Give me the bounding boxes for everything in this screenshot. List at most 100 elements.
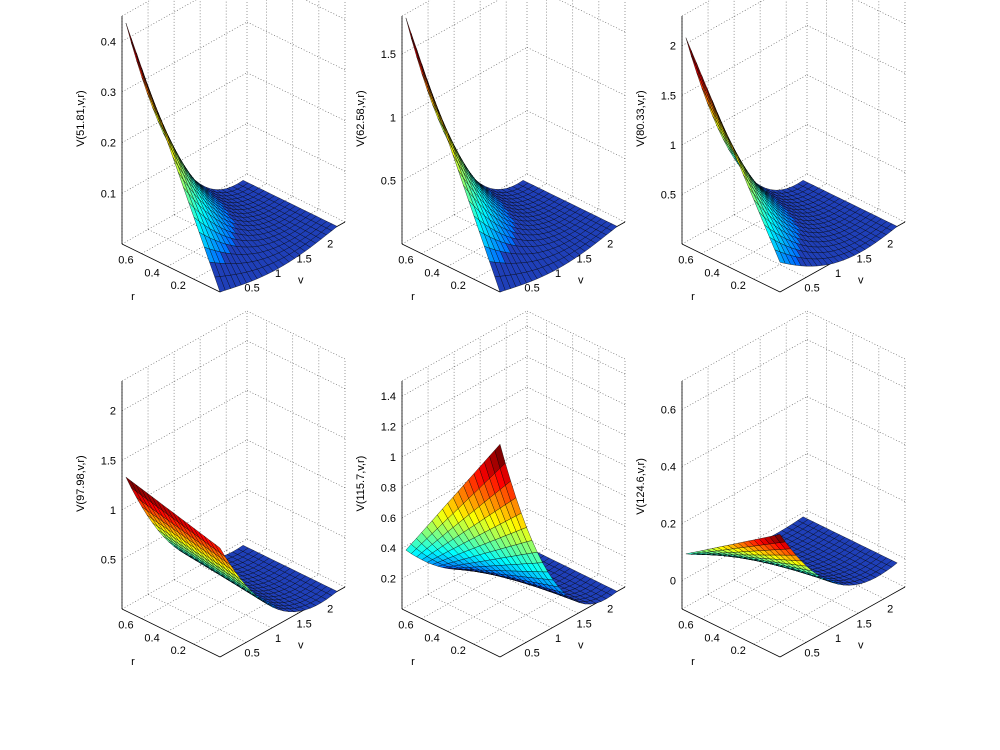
- v-tick-label: 0.5: [524, 282, 539, 294]
- grid-line: [733, 579, 833, 629]
- v-tick-label: 0.5: [804, 647, 819, 659]
- v-tick-label: 0.5: [244, 647, 259, 659]
- surface-patch: [326, 223, 338, 231]
- r-tick-label: 0.4: [144, 267, 159, 279]
- surface-patch: [886, 560, 898, 568]
- v-tick-label: 1.5: [576, 253, 591, 265]
- surface-subplot-3: 0.5 1 1.5 2 0.2 0.4 0.6 0.5 1 1.5 2 v r V(80.33,v,r): [635, 0, 906, 303]
- v-tick-label: 1: [835, 268, 841, 280]
- grid-line: [526, 325, 626, 375]
- r-tick-label: 0.2: [451, 645, 466, 657]
- grid-line: [526, 508, 626, 557]
- z-axis-label: V(97.98,v,r): [75, 455, 87, 512]
- r-axis-label: r: [131, 291, 135, 303]
- z-tick-label: 1.2: [381, 422, 396, 434]
- r-axis: [401, 608, 501, 658]
- grid-line: [806, 25, 906, 74]
- z-tick-label: 1.4: [381, 391, 396, 403]
- z-tick-label: 0.8: [381, 482, 396, 494]
- z-tick-label: 0.2: [381, 574, 396, 586]
- box-edge: [526, 173, 626, 223]
- v-axis-label: v: [858, 275, 864, 287]
- grid-line: [427, 594, 527, 643]
- grid-line: [304, 0, 346, 20]
- v-axis-label: v: [298, 640, 304, 652]
- grid-line: [246, 390, 346, 439]
- surface-subplot-4: 0.5 1 1.5 2 0.2 0.4 0.6 0.5 1 1.5 2 v r V(97.98,v,r): [75, 310, 346, 668]
- r-axis: [121, 243, 221, 293]
- surface-patch: [326, 588, 338, 596]
- grid-line: [526, 447, 626, 497]
- grid-line: [526, 417, 626, 466]
- grid-line: [806, 396, 906, 445]
- box-edge: [806, 310, 906, 360]
- v-tick-label: 0.5: [804, 282, 819, 294]
- box-edge: [806, 173, 906, 223]
- z-tick-label: 1: [670, 140, 676, 152]
- v-tick-label: 1.5: [296, 618, 311, 630]
- z-tick-label: 2: [110, 406, 116, 418]
- subplot-grid: 0.5 1 1.5 2 0.2 0.4 0.6 0.1 0.2 0.3 0.4 v r V(51.81,v…: [75, 0, 906, 668]
- z-tick-label: 1: [390, 112, 396, 124]
- surface-subplot-1: 0.5 1 1.5 2 0.2 0.4 0.6 0.1 0.2 0.3 0.4 v r V(51.81,v…: [75, 0, 346, 303]
- grid-line: [806, 74, 906, 124]
- box-edge: [526, 310, 626, 360]
- r-tick-label: 0.6: [398, 620, 413, 632]
- v-axis: [779, 586, 906, 658]
- r-axis-label: r: [691, 291, 695, 303]
- r-tick-label: 0.4: [704, 267, 719, 279]
- surface-patch: [606, 223, 618, 231]
- r-tick-label: 0.4: [424, 267, 439, 279]
- grid-line: [246, 439, 346, 489]
- v-tick-label: 1.5: [296, 253, 311, 265]
- grid-line: [246, 340, 346, 390]
- z-tick-label: 0.5: [101, 554, 116, 566]
- z-axis-label: V(124.6,v,r): [635, 458, 647, 515]
- grid-line: [526, 477, 626, 527]
- grid-line: [526, 110, 626, 159]
- v-tick-label: 2: [607, 239, 613, 251]
- v-tick-label: 1.5: [856, 618, 871, 630]
- z-axis-label: V(115.7,v,r): [355, 456, 367, 512]
- v-axis-label: v: [578, 275, 584, 287]
- r-axis-label: r: [691, 656, 695, 668]
- box-edge: [526, 538, 626, 588]
- box-edge: [246, 310, 346, 360]
- grid-line: [558, 0, 626, 33]
- surface-subplot-2: 0.5 1 1.5 2 0.2 0.4 0.6 0.5 1 1.5 v r V(62.58,v,r): [355, 0, 626, 303]
- surface-subplot-5: 0.5 1 1.5 2 0.2 0.4 0.6 0.2 0.4 0.6 0.8 1 1.2 1.4 v r V(…: [355, 310, 626, 668]
- z-tick-label: 0.6: [661, 405, 676, 417]
- grid-line: [806, 124, 906, 173]
- grid-line: [526, 356, 626, 405]
- r-axis-label: r: [131, 656, 135, 668]
- r-axis-label: r: [411, 656, 415, 668]
- grid-line: [246, 72, 346, 121]
- z-tick-label: 0.1: [101, 188, 116, 200]
- v-tick-label: 0.5: [524, 647, 539, 659]
- v-tick-label: 1: [275, 633, 281, 645]
- v-tick-label: 2: [887, 604, 893, 616]
- grid-line: [806, 510, 906, 559]
- v-tick-label: 1: [555, 268, 561, 280]
- z-tick-label: 0.4: [381, 543, 396, 555]
- surface-subplot-6: 0.5 1 1.5 2 0.2 0.4 0.6 0 0.2 0.4 0.6 v r V(124.6,v,r…: [635, 310, 906, 668]
- r-tick-label: 0.2: [451, 280, 466, 292]
- v-tick-label: 2: [887, 239, 893, 251]
- grid-line: [526, 47, 626, 96]
- r-axis: [681, 243, 781, 293]
- v-tick-label: 1: [555, 633, 561, 645]
- grid-line: [453, 579, 553, 629]
- box-edge: [246, 173, 346, 223]
- r-axis: [401, 243, 501, 293]
- z-tick-label: 0.6: [381, 513, 396, 525]
- grid-line: [806, 453, 906, 502]
- v-tick-label: 1.5: [856, 253, 871, 265]
- z-tick-label: 0.3: [101, 87, 116, 99]
- z-tick-label: 0.2: [661, 519, 676, 531]
- surface-patch: [886, 223, 898, 231]
- z-axis-label: V(62.58,v,r): [355, 90, 367, 147]
- r-tick-label: 0.4: [424, 632, 439, 644]
- z-tick-label: 0.2: [101, 138, 116, 150]
- v-tick-label: 1: [835, 633, 841, 645]
